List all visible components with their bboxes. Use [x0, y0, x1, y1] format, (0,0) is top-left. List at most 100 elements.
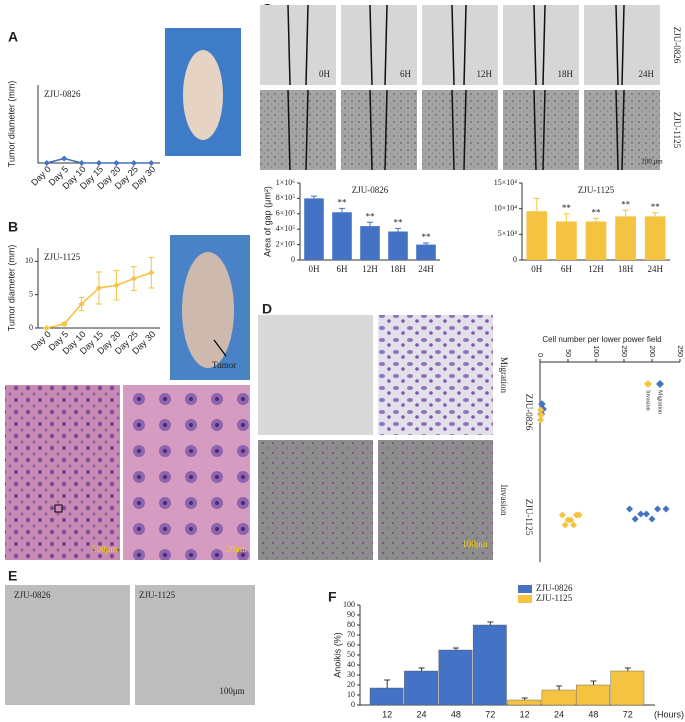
time-label: 12H	[477, 69, 493, 79]
y-tick-label: 0	[513, 255, 517, 264]
error-bar	[339, 207, 345, 213]
category-label: ZJU-0826	[524, 394, 534, 431]
chart-title: ZJU-1125	[578, 185, 615, 195]
wound-image	[422, 5, 498, 85]
wound-image	[503, 90, 579, 170]
y-tick-label: 0	[351, 700, 355, 709]
error-bar	[487, 621, 494, 625]
point	[662, 505, 670, 513]
time-label: 24H	[639, 69, 655, 79]
error-bar	[423, 242, 429, 245]
x-tick-label: 72	[485, 709, 495, 719]
row-label: Invasion	[499, 485, 509, 516]
bar	[576, 684, 610, 706]
wound-image	[341, 5, 417, 85]
error-bar	[311, 195, 317, 199]
y-tick-label: 8×10⁵	[276, 193, 296, 202]
wound-edge	[287, 89, 291, 171]
bar	[610, 670, 645, 706]
significance: **	[394, 217, 404, 227]
time-label: 6H	[400, 69, 412, 79]
wound-image	[503, 5, 579, 85]
y-tick-label: 90	[347, 610, 355, 619]
marker	[61, 321, 68, 327]
significance: **	[562, 203, 572, 213]
legend-label: ZJU-1125	[536, 593, 573, 603]
bar	[644, 216, 666, 260]
panel-label: B	[8, 219, 18, 235]
wound-edge	[451, 89, 455, 171]
y-tick-label: 2×10⁵	[276, 239, 296, 248]
bar	[556, 221, 577, 260]
chart-title: Cell number per lower power field	[542, 335, 661, 344]
bar	[404, 670, 438, 706]
bar	[507, 699, 542, 706]
bar	[369, 687, 404, 706]
error-bar	[563, 213, 570, 222]
wound-edge	[384, 4, 388, 86]
x-tick-label: 0H	[309, 264, 321, 274]
x-tick-label: 18H	[618, 264, 634, 274]
error-bar	[533, 197, 540, 212]
point	[558, 511, 566, 519]
anoikis-image	[135, 585, 255, 705]
panel-label: F	[328, 589, 337, 605]
error-bar	[452, 647, 459, 650]
x-tick-label: 250	[620, 345, 627, 357]
x-tick-label: 12H	[588, 264, 604, 274]
point	[537, 416, 545, 424]
point	[654, 505, 662, 513]
x-tick-label: 24H	[418, 264, 434, 274]
y-tick-label: 100	[343, 600, 355, 609]
chart-title: ZJU-1125	[44, 252, 81, 262]
wound-edge	[533, 89, 537, 171]
point	[561, 521, 569, 529]
time-label: 0H	[319, 69, 331, 79]
marker	[43, 325, 50, 331]
tumor-label: Tumor	[212, 360, 236, 370]
error-bar	[367, 221, 373, 227]
wound-edge	[542, 4, 546, 86]
y-tick-label: 40	[347, 660, 355, 669]
point	[538, 400, 546, 408]
error-bar	[556, 685, 563, 690]
point	[570, 521, 578, 529]
significance: **	[621, 199, 631, 209]
bar	[360, 226, 380, 260]
y-tick-label: 0	[291, 255, 295, 264]
significance: **	[422, 232, 432, 242]
panel-label: E	[8, 568, 17, 584]
wound-image	[260, 90, 336, 170]
migration-image	[258, 315, 373, 435]
marker	[96, 160, 102, 166]
row-label: ZJU-0826	[672, 27, 682, 64]
chart-title: ZJU-0826	[352, 185, 389, 195]
row-label: ZJU-1125	[672, 112, 682, 149]
chart-title: ZJU-0826	[44, 89, 81, 99]
image-label: ZJU-1125	[139, 590, 176, 600]
invasion-image	[378, 440, 493, 560]
bar	[332, 212, 352, 260]
y-axis-label: Anoikis (%)	[332, 632, 342, 678]
axis	[37, 248, 160, 329]
y-tick-label: 6×10⁵	[276, 209, 296, 218]
x-tick-label: 48	[451, 709, 461, 719]
x-tick-label: 250	[676, 345, 683, 357]
y-tick-label: 10	[25, 256, 33, 265]
panel-label: D	[262, 301, 272, 317]
wound-edge	[463, 4, 467, 86]
image-label: ZJU-0826	[14, 590, 51, 600]
error-bar	[590, 680, 597, 685]
y-tick-label: 50	[347, 650, 355, 659]
significance: **	[338, 197, 348, 207]
arrow	[213, 339, 227, 357]
legend-marker	[644, 380, 652, 388]
marker	[130, 275, 137, 282]
x-tick-label: 0H	[531, 264, 543, 274]
wound-edge	[305, 4, 309, 86]
mouse	[183, 50, 223, 140]
x-tick-label: 50	[564, 349, 571, 357]
x-tick-label: 24H	[647, 264, 663, 274]
error-bar	[418, 667, 425, 671]
wound-edge	[533, 4, 537, 86]
